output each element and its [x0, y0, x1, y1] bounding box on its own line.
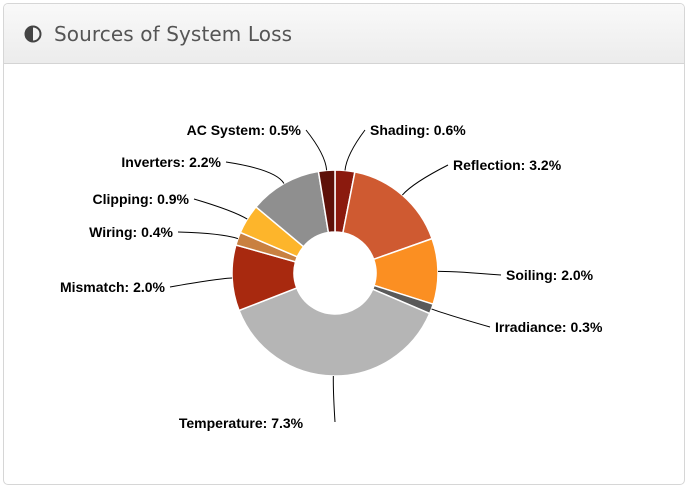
data-label-clipping: Clipping: 0.9% — [93, 191, 190, 207]
leader-line-shading — [344, 129, 366, 171]
chart-panel: Sources of System Loss — [3, 3, 685, 485]
panel-title: Sources of System Loss — [54, 21, 293, 46]
slice-ac-system[interactable] — [317, 169, 336, 234]
data-label-group: Shading: 0.6% Reflection: 3.2% Soiling: 2.… — [60, 122, 603, 431]
data-label-irradiance: Irradiance: 0.3% — [495, 319, 603, 335]
leader-line-ac-system — [305, 129, 328, 171]
data-label-mismatch: Mismatch: 2.0% — [60, 279, 166, 295]
data-label-ac-system: AC System: 0.5% — [187, 122, 302, 138]
data-label-shading: Shading: 0.6% — [370, 122, 466, 138]
leader-line-reflection — [401, 164, 449, 196]
leader-line-wiring — [177, 231, 239, 240]
data-label-soiling: Soiling: 2.0% — [506, 267, 594, 283]
slice-temperature[interactable] — [238, 286, 431, 377]
data-label-inverters: Inverters: 2.2% — [121, 154, 221, 170]
data-label-reflection: Reflection: 3.2% — [453, 157, 562, 173]
leader-line-clipping — [193, 198, 248, 220]
half-circle-icon — [24, 25, 42, 42]
slice-reflection[interactable] — [342, 171, 434, 261]
leader-line-irradiance — [431, 308, 491, 328]
leader-line-inverters — [225, 161, 285, 184]
slice-group — [231, 169, 439, 377]
data-label-temperature: Temperature: 7.3% — [179, 415, 304, 431]
leader-line-soiling — [437, 270, 502, 276]
data-label-wiring: Wiring: 0.4% — [89, 224, 173, 240]
panel-header: Sources of System Loss — [4, 4, 684, 64]
leader-line-mismatch — [169, 277, 233, 288]
leader-line-temperature — [332, 375, 336, 423]
leader-line-group — [169, 129, 502, 423]
